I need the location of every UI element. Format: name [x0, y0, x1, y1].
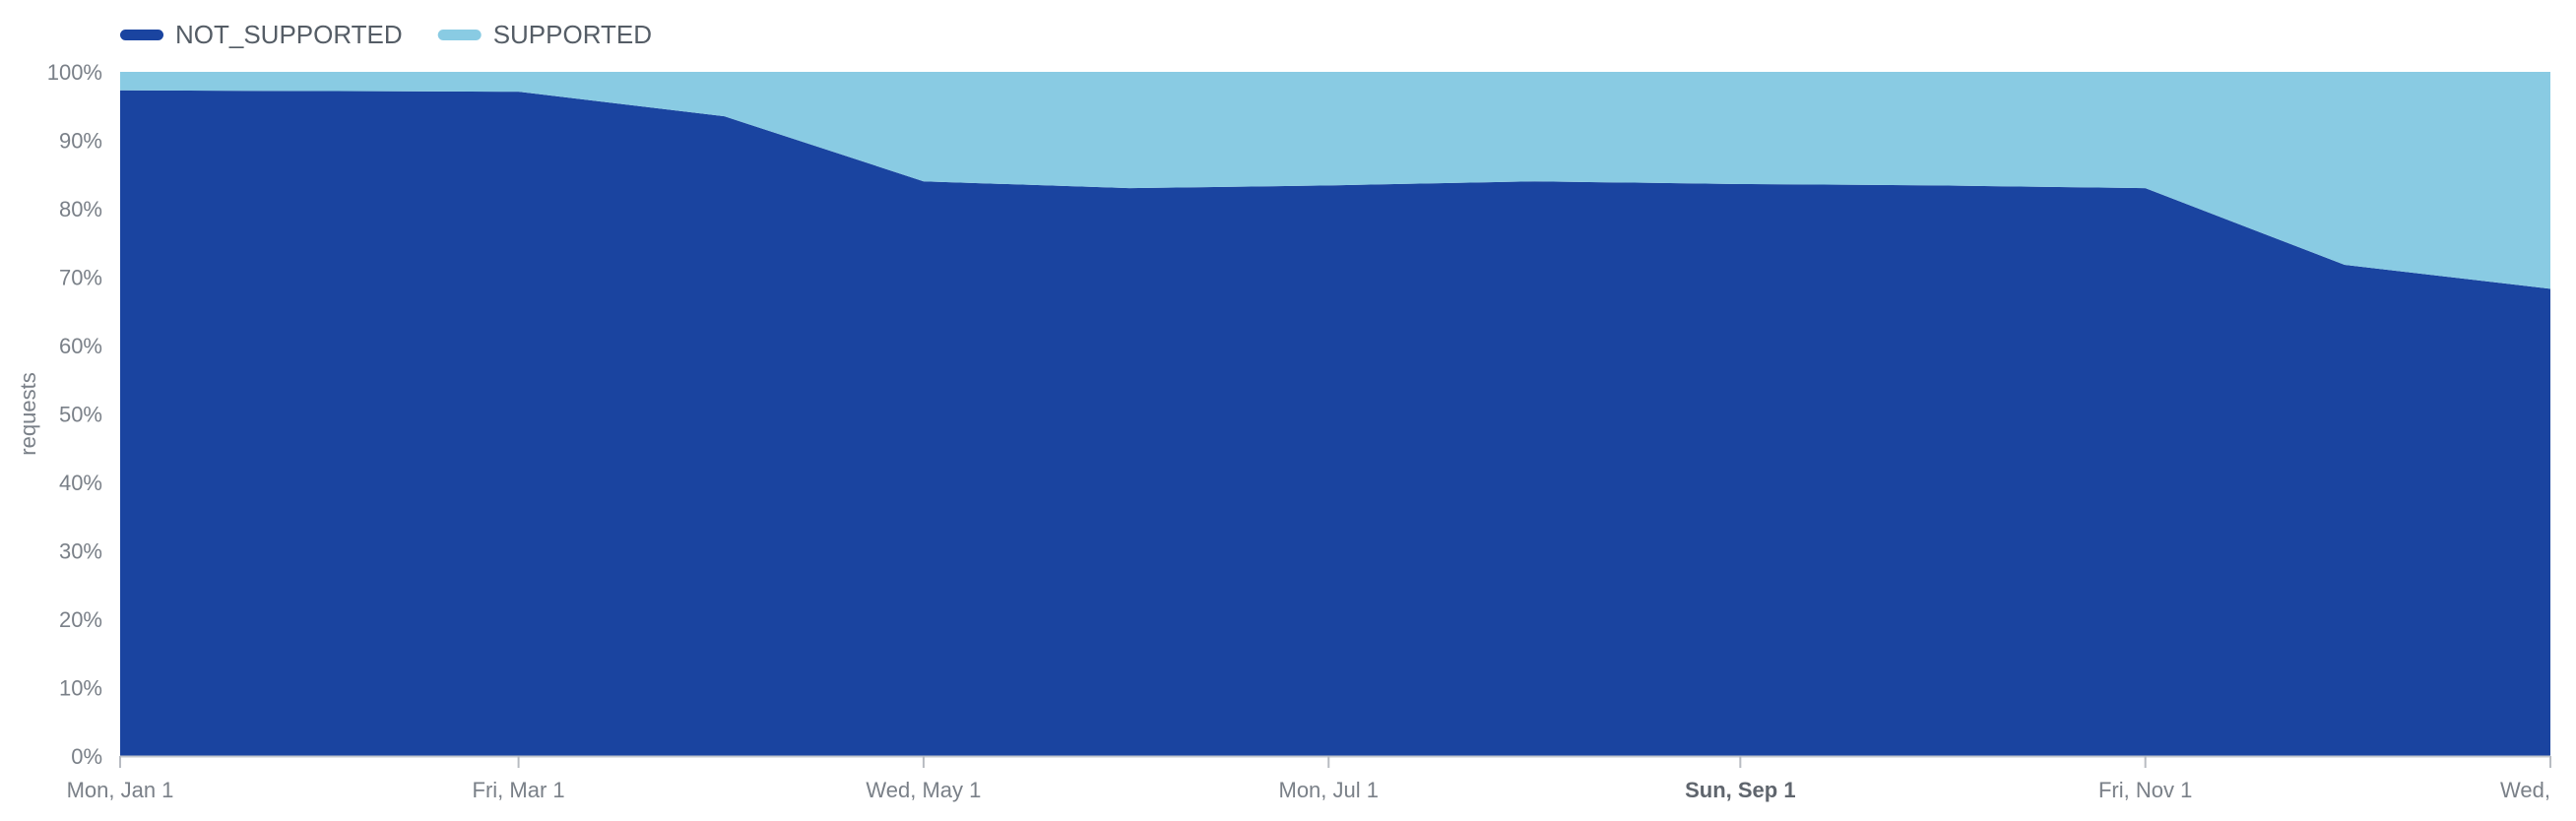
- area-supported: [120, 72, 2550, 289]
- y-tick-label: 80%: [59, 197, 102, 221]
- y-axis: 0% 10% 20% 30% 40% 50% 60% 70% 80% 90% 100%: [47, 60, 102, 769]
- y-tick-label: 10%: [59, 676, 102, 701]
- x-tick-label: Fri, Nov 1: [2098, 778, 2192, 802]
- x-tick-label: Wed,: [2500, 778, 2550, 802]
- legend-label: NOT_SUPPORTED: [175, 20, 403, 49]
- x-tick-label: Mon, Jan 1: [67, 778, 174, 802]
- legend-label: SUPPORTED: [493, 20, 652, 49]
- legend-item-not-supported[interactable]: NOT_SUPPORTED: [120, 20, 403, 49]
- y-tick-label: 70%: [59, 266, 102, 290]
- y-tick-label: 60%: [59, 334, 102, 358]
- y-tick-label: 40%: [59, 471, 102, 495]
- chart-areas: [120, 72, 2550, 756]
- legend-swatch: [120, 30, 163, 40]
- y-tick-label: 20%: [59, 607, 102, 632]
- x-tick-label: Mon, Jul 1: [1279, 778, 1380, 802]
- x-tick-label: Wed, May 1: [866, 778, 981, 802]
- y-tick-label: 90%: [59, 129, 102, 154]
- chart-legend: NOT_SUPPORTED SUPPORTED: [120, 20, 652, 49]
- area-not-supported: [120, 90, 2550, 756]
- legend-swatch: [437, 30, 482, 40]
- x-tick-label: Fri, Mar 1: [473, 778, 565, 802]
- y-tick-label: 100%: [47, 60, 102, 85]
- y-tick-label: 50%: [59, 403, 102, 427]
- y-tick-label: 0%: [71, 744, 102, 769]
- legend-item-supported[interactable]: SUPPORTED: [437, 20, 652, 49]
- x-axis: Mon, Jan 1 Fri, Mar 1 Wed, May 1 Mon, Jul 1…: [67, 755, 2551, 802]
- y-axis-label: requests: [16, 372, 40, 455]
- y-tick-label: 30%: [59, 539, 102, 564]
- x-tick-label: Sun, Sep 1: [1685, 778, 1795, 802]
